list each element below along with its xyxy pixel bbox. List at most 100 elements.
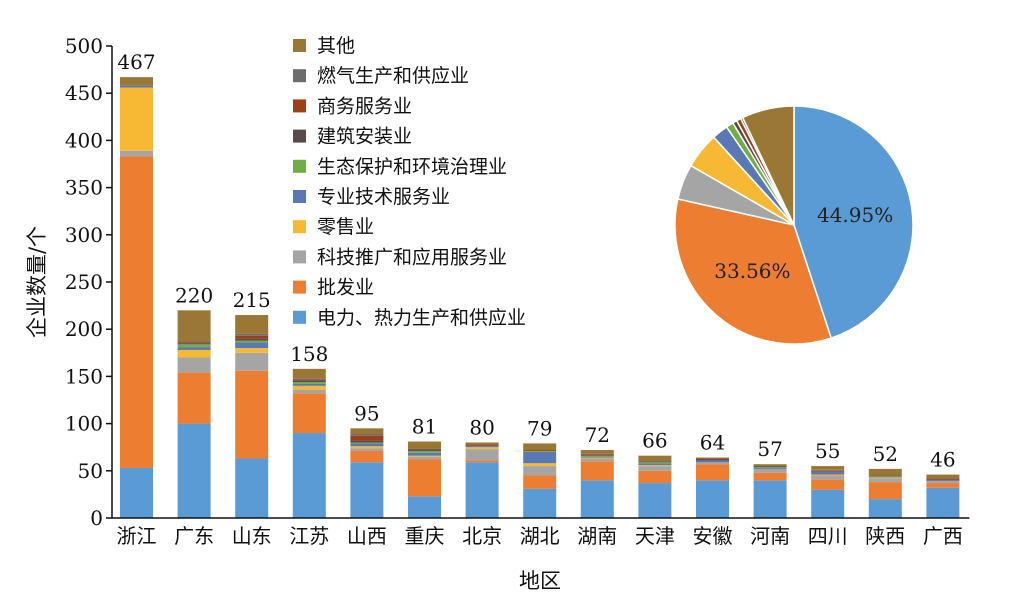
y-tick-label: 50 (78, 459, 103, 483)
bar-segment (177, 343, 211, 345)
bar-segment (235, 340, 269, 343)
bar-segment (580, 455, 614, 457)
legend-swatch (293, 39, 306, 52)
x-tick-label: 天津 (635, 524, 675, 548)
bar-segment (235, 348, 269, 353)
legend-label: 科技推广和应用服务业 (317, 246, 507, 268)
x-tick-label: 山东 (232, 524, 272, 548)
bar-segment (868, 476, 902, 478)
bar-segment (811, 475, 845, 480)
bar-segment (638, 470, 672, 484)
bar-segment (926, 480, 960, 482)
bar-segment (408, 456, 441, 460)
bar-segment (465, 445, 499, 447)
bar-segment (696, 460, 729, 463)
bar-segment (811, 469, 845, 471)
legend-swatch (293, 280, 306, 294)
legend-label: 专业技术服务业 (317, 186, 450, 208)
y-tick-label: 0 (90, 506, 103, 530)
bar-segment (177, 349, 211, 358)
bar-segment (753, 467, 787, 469)
y-tick-label: 400 (65, 128, 103, 152)
bar-segment (408, 450, 441, 451)
bar-segment (350, 435, 384, 441)
bar-segment (292, 383, 326, 386)
legend-label: 电力、热力生产和供应业 (317, 307, 526, 329)
y-tick-label: 250 (65, 270, 103, 294)
total-label: 467 (117, 50, 155, 74)
bar-segment (120, 150, 153, 157)
bar-segment (580, 454, 614, 456)
total-label: 80 (469, 415, 494, 439)
bar-segment (523, 451, 557, 464)
bar-segment (926, 474, 960, 479)
legend-swatch (293, 190, 306, 203)
total-label: 79 (527, 416, 552, 440)
y-tick-label: 300 (65, 223, 103, 247)
legend-swatch (293, 99, 306, 113)
bar-segment (753, 467, 787, 468)
y-tick-label: 500 (65, 34, 103, 58)
bar-segment (696, 459, 729, 461)
bar-segment (120, 77, 153, 86)
bar-segment (235, 352, 269, 371)
legend-swatch (293, 159, 306, 173)
pie-slice-label: 44.95% (817, 203, 893, 227)
bar-segment (638, 461, 672, 463)
total-labels: 467 220 215 158 95 81 80 79 72 66 64 57 55 52 46 (117, 50, 955, 471)
bar-segment (811, 470, 845, 472)
bar-segment (868, 499, 902, 518)
bar-segment (177, 357, 211, 373)
bar-segment (120, 156, 153, 468)
y-tick-label: 150 (65, 364, 103, 388)
y-axis-title: 企业数量/个 (25, 226, 49, 338)
bar-segment (235, 342, 269, 349)
bar-segment (580, 457, 614, 459)
bar-segment (868, 482, 902, 500)
y-tick-label: 350 (65, 176, 103, 200)
bar-segment (638, 463, 672, 466)
bar-segment (292, 382, 326, 384)
bar-segment (177, 310, 211, 342)
bar-segment (120, 85, 153, 88)
bar-segment (292, 433, 326, 518)
bar-segment (523, 475, 557, 489)
bar-segment (235, 335, 269, 339)
bar-segment (408, 449, 441, 451)
legend-label: 燃气生产和供应业 (317, 65, 469, 87)
bar-segment (580, 461, 614, 481)
total-label: 81 (412, 415, 437, 439)
bar-segment (811, 474, 845, 476)
bar-segment (235, 338, 269, 341)
legend-swatch (293, 69, 306, 83)
bar-segment (235, 315, 269, 334)
bar-segment (408, 496, 441, 518)
x-tick-label: 安徽 (693, 524, 733, 548)
x-tick-label: 四川 (808, 524, 848, 548)
bar-segment (465, 446, 499, 448)
pie-chart: 44.95% 33.56% (674, 105, 914, 345)
x-tick-label: 湖南 (577, 524, 617, 548)
total-label: 66 (642, 429, 667, 453)
bar-segment (580, 480, 614, 518)
bar-segment (696, 457, 729, 459)
bar-segment (292, 378, 326, 380)
x-tick-label: 江苏 (289, 524, 329, 548)
bar-segment (465, 447, 499, 450)
bar-segment (408, 448, 441, 450)
x-tick-label: 山西 (347, 524, 387, 548)
bar-segment (811, 471, 845, 475)
bar-segment (292, 368, 326, 379)
bar-segment (868, 477, 902, 479)
bar-segment (465, 462, 499, 518)
bar-segment (580, 450, 614, 454)
bar-segment (465, 460, 499, 463)
bar-segment (408, 452, 441, 456)
y-axis: 0 50 100 150 200 250 300 350 400 450 500 (65, 34, 113, 530)
bar-segment (408, 441, 441, 449)
bar-segment (292, 393, 326, 434)
total-label: 95 (354, 401, 379, 425)
bar-segment (465, 449, 499, 461)
legend-swatch (293, 220, 306, 234)
